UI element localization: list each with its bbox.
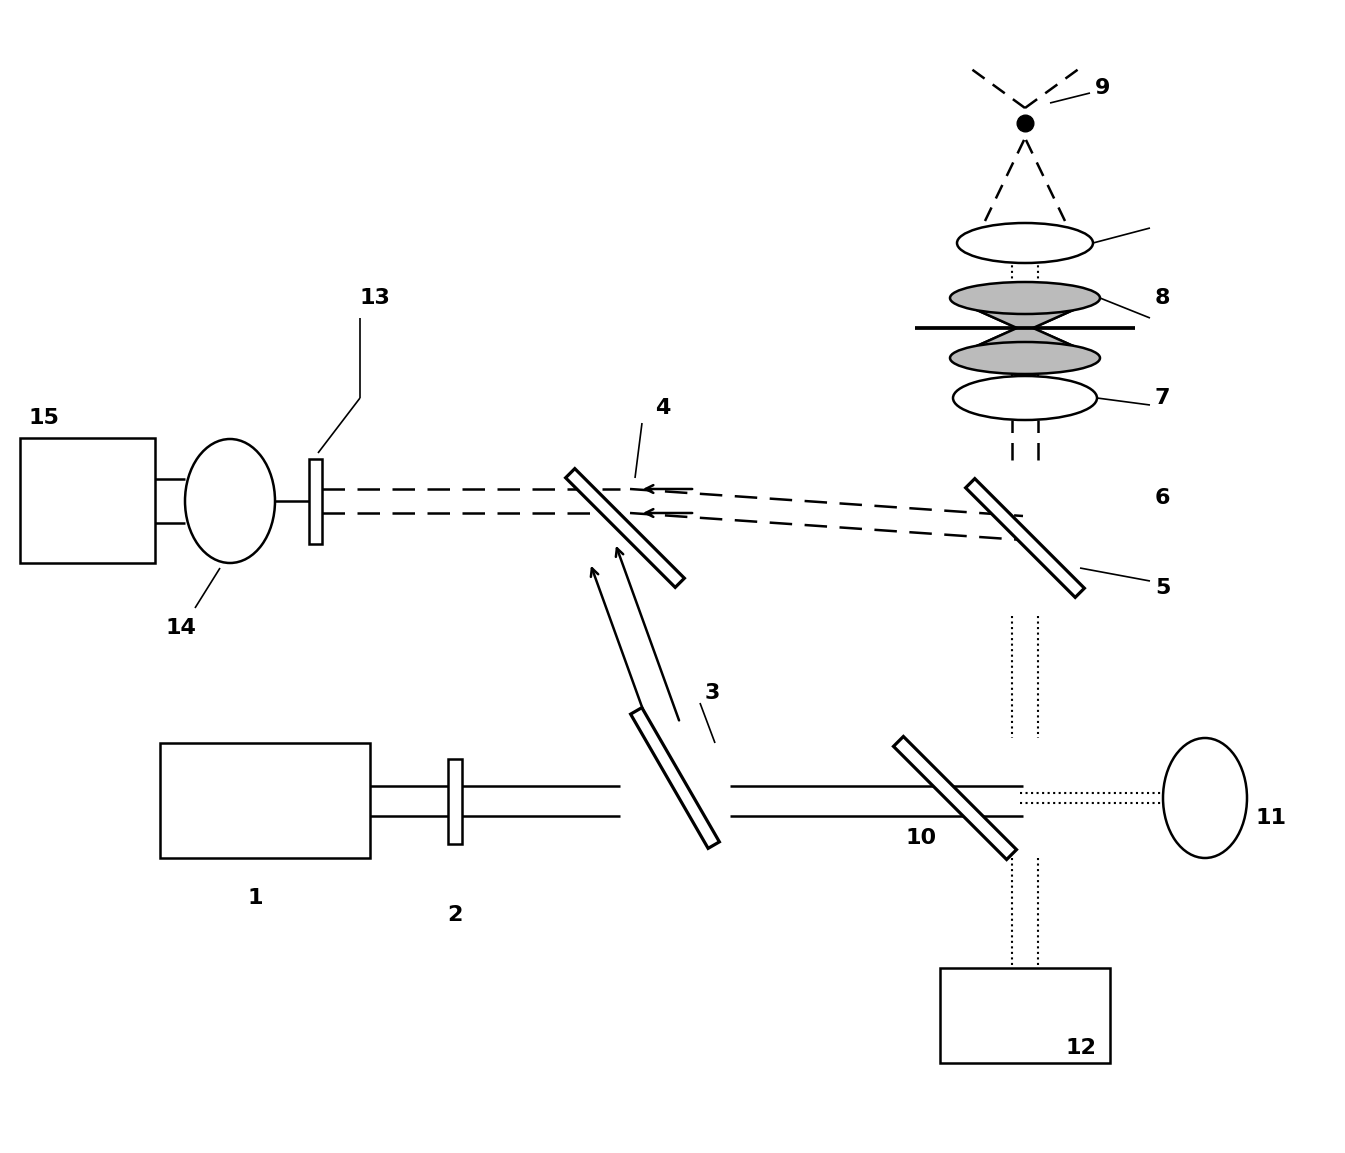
Ellipse shape <box>950 342 1100 374</box>
Polygon shape <box>308 459 321 543</box>
Text: 12: 12 <box>1065 1038 1096 1058</box>
Text: 5: 5 <box>1155 578 1170 598</box>
Text: 7: 7 <box>1155 389 1170 408</box>
Bar <box>940 969 1110 1063</box>
Text: 4: 4 <box>655 398 670 419</box>
Text: 3: 3 <box>705 683 721 703</box>
Bar <box>20 438 155 563</box>
Text: 11: 11 <box>1255 808 1286 828</box>
Text: 9: 9 <box>1095 78 1111 98</box>
Polygon shape <box>893 737 1017 859</box>
Text: 8: 8 <box>1155 288 1170 308</box>
Text: 14: 14 <box>165 618 196 638</box>
Text: 2: 2 <box>448 905 463 925</box>
Polygon shape <box>950 297 1100 357</box>
Ellipse shape <box>186 439 274 563</box>
Ellipse shape <box>950 282 1100 314</box>
Text: 10: 10 <box>905 828 936 847</box>
Polygon shape <box>631 708 720 849</box>
Bar <box>160 743 370 858</box>
Polygon shape <box>966 478 1084 597</box>
Text: 1: 1 <box>247 888 262 909</box>
Polygon shape <box>566 468 685 587</box>
Text: 15: 15 <box>28 408 59 428</box>
Text: 13: 13 <box>359 288 390 308</box>
Text: 6: 6 <box>1155 488 1170 508</box>
Ellipse shape <box>958 223 1093 263</box>
Ellipse shape <box>954 376 1098 420</box>
Polygon shape <box>448 759 461 844</box>
Ellipse shape <box>1163 738 1247 858</box>
